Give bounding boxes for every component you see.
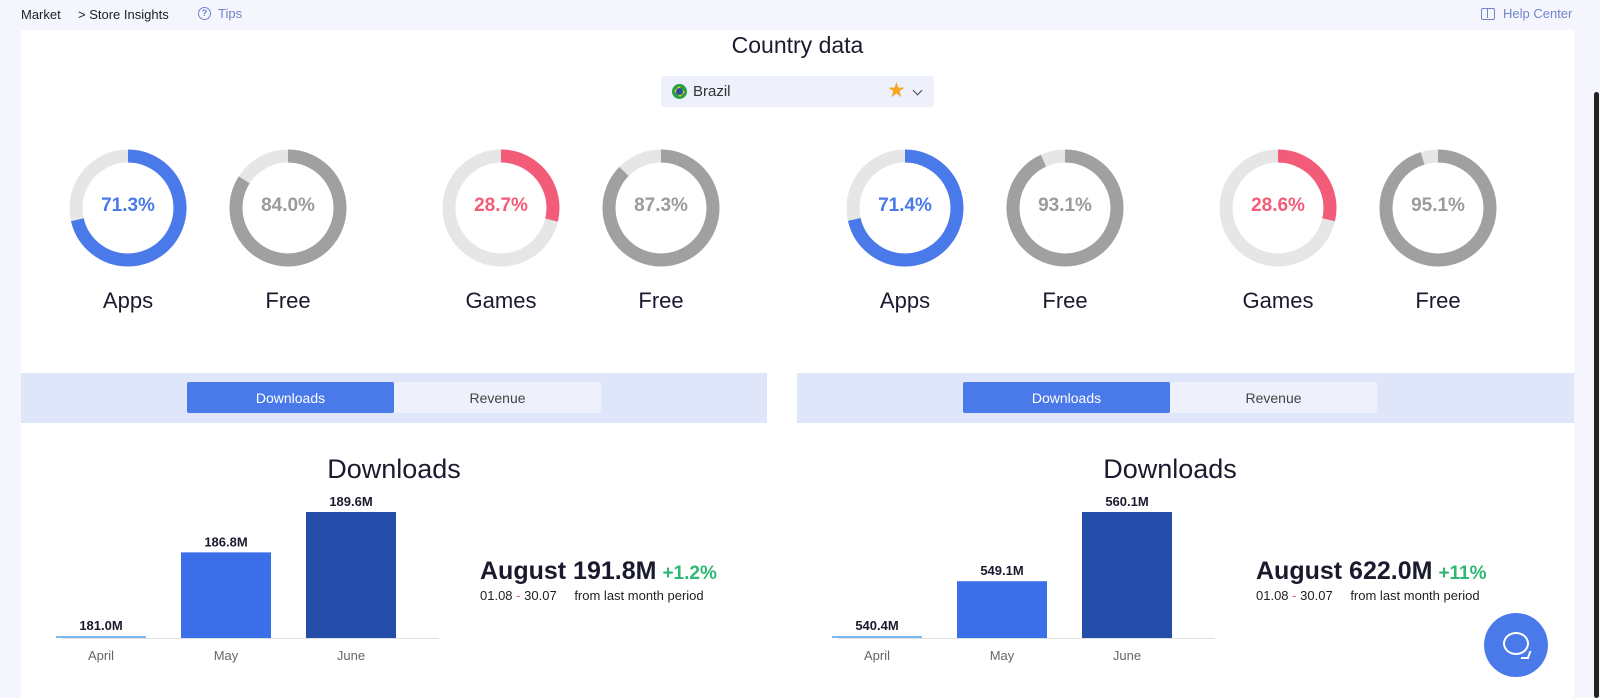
bar-value-label: 186.8M	[204, 534, 247, 549]
bar-april	[832, 636, 922, 638]
donut-percentage: 28.6%	[1251, 195, 1305, 216]
bar-value-label: 549.1M	[980, 563, 1023, 578]
bar-april	[56, 636, 146, 638]
bar-june	[1082, 512, 1172, 638]
scrollbar-thumb[interactable]	[1594, 92, 1599, 698]
country-name: Brazil	[693, 83, 731, 100]
tips-label: Tips	[218, 6, 243, 21]
summary-month-value: August 622.0M	[1256, 557, 1433, 585]
country-select[interactable]: Brazil ★	[661, 76, 934, 107]
category-tick-label: April	[864, 648, 890, 663]
donut-percentage: 71.4%	[878, 195, 932, 216]
donut-label: Games	[465, 288, 537, 313]
donut-percentage: 87.3%	[634, 195, 688, 216]
chat-button[interactable]	[1484, 613, 1548, 677]
chat-bubble-icon	[1503, 632, 1529, 655]
donut-fill-arc	[69, 149, 187, 267]
share-donut-chart: 28.7%	[441, 148, 561, 268]
donut-label: Free	[1042, 288, 1088, 313]
help-center-label: Help Center	[1503, 6, 1573, 21]
category-tick-label: April	[88, 648, 114, 663]
donut-label: Games	[1242, 288, 1314, 313]
summary-comparison-note: from last month period	[574, 588, 704, 603]
summary-change: +1.2%	[662, 563, 717, 584]
summary-period-start: 01.08	[480, 588, 513, 603]
downloads-heading: Downloads	[327, 454, 461, 484]
tips-link[interactable]: ? Tips	[198, 6, 242, 21]
summary-change: +11%	[1438, 563, 1487, 584]
bar-may	[957, 581, 1047, 638]
category-tick-label: June	[337, 648, 365, 663]
bar-value-label: 189.6M	[329, 494, 372, 509]
share-donut-chart: 93.1%	[1005, 148, 1125, 268]
tab-downloads[interactable]: Downloads	[963, 382, 1170, 413]
summary-comparison-note: from last month period	[1350, 588, 1480, 603]
tab-revenue[interactable]: Revenue	[1170, 382, 1377, 413]
donut-fill-arc	[1006, 149, 1124, 267]
summary-period-dash: -	[516, 588, 521, 603]
help-center-link[interactable]: Help Center	[1481, 6, 1572, 21]
share-donut-chart: 87.3%	[601, 148, 721, 268]
donut-percentage: 95.1%	[1411, 195, 1465, 216]
breadcrumb-market[interactable]: Market	[21, 7, 61, 22]
summary-period-start: 01.08	[1256, 588, 1289, 603]
share-donut-chart: 95.1%	[1378, 148, 1498, 268]
donut-label: Apps	[102, 288, 154, 313]
downloads-bar-chart: 540.4M April 549.1M May 560.1M June	[818, 490, 1218, 698]
downloads-heading: Downloads	[1103, 454, 1237, 484]
donut-percentage: 71.3%	[101, 195, 155, 216]
donut-fill-arc	[1219, 149, 1337, 267]
share-donut-chart: 71.3%	[68, 148, 188, 268]
category-tick-label: May	[214, 648, 239, 663]
breadcrumb-store-insights[interactable]: > Store Insights	[78, 7, 169, 22]
donut-label: Apps	[879, 288, 931, 313]
donut-percentage: 93.1%	[1038, 195, 1092, 216]
bar-value-label: 181.0M	[79, 618, 122, 633]
metric-tab-bar-left: Downloads Revenue	[21, 373, 767, 423]
bar-may	[181, 552, 271, 638]
summary-period-end: 30.07	[1300, 588, 1333, 603]
donut-label: Free	[638, 288, 684, 313]
book-icon	[1481, 7, 1495, 20]
downloads-bar-chart: 181.0M April 186.8M May 189.6M June	[42, 490, 442, 698]
donut-percentage: 84.0%	[261, 195, 315, 216]
country-data-card: Country data Brazil ★ 71.3% Apps 84.0% Free…	[21, 30, 1574, 698]
top-bar: Market > Store Insights ? Tips Help Cent…	[0, 0, 1600, 30]
brazil-flag-icon	[672, 84, 687, 99]
donut-fill-arc	[846, 149, 964, 267]
donut-label: Free	[1415, 288, 1461, 313]
summary-month-value: August 191.8M	[480, 557, 657, 585]
donut-fill-arc	[442, 149, 560, 267]
summary-period-dash: -	[1292, 588, 1297, 603]
downloads-summary: August 622.0M +11% 01.08 - 30.07 from las…	[1256, 557, 1487, 603]
summary-period-end: 30.07	[524, 588, 557, 603]
metric-tab-bar-right: Downloads Revenue	[797, 373, 1574, 423]
bar-value-label: 560.1M	[1105, 494, 1148, 509]
tab-downloads[interactable]: Downloads	[187, 382, 394, 413]
donut-fill-arc	[229, 149, 347, 267]
donut-percentage: 28.7%	[474, 195, 528, 216]
bar-value-label: 540.4M	[855, 618, 898, 633]
star-icon[interactable]: ★	[887, 79, 906, 102]
downloads-summary: August 191.8M +1.2% 01.08 - 30.07 from la…	[480, 557, 717, 603]
share-donut-chart: 71.4%	[845, 148, 965, 268]
page-title: Country data	[731, 32, 864, 58]
donut-label: Free	[265, 288, 311, 313]
tab-revenue[interactable]: Revenue	[394, 382, 601, 413]
category-tick-label: June	[1113, 648, 1141, 663]
category-tick-label: May	[990, 648, 1015, 663]
chevron-down-icon[interactable]	[912, 85, 923, 96]
share-donut-chart: 84.0%	[228, 148, 348, 268]
bar-june	[306, 512, 396, 638]
question-circle-icon: ?	[198, 7, 211, 20]
donut-fill-arc	[1379, 149, 1497, 267]
share-donut-chart: 28.6%	[1218, 148, 1338, 268]
donut-fill-arc	[602, 149, 720, 267]
